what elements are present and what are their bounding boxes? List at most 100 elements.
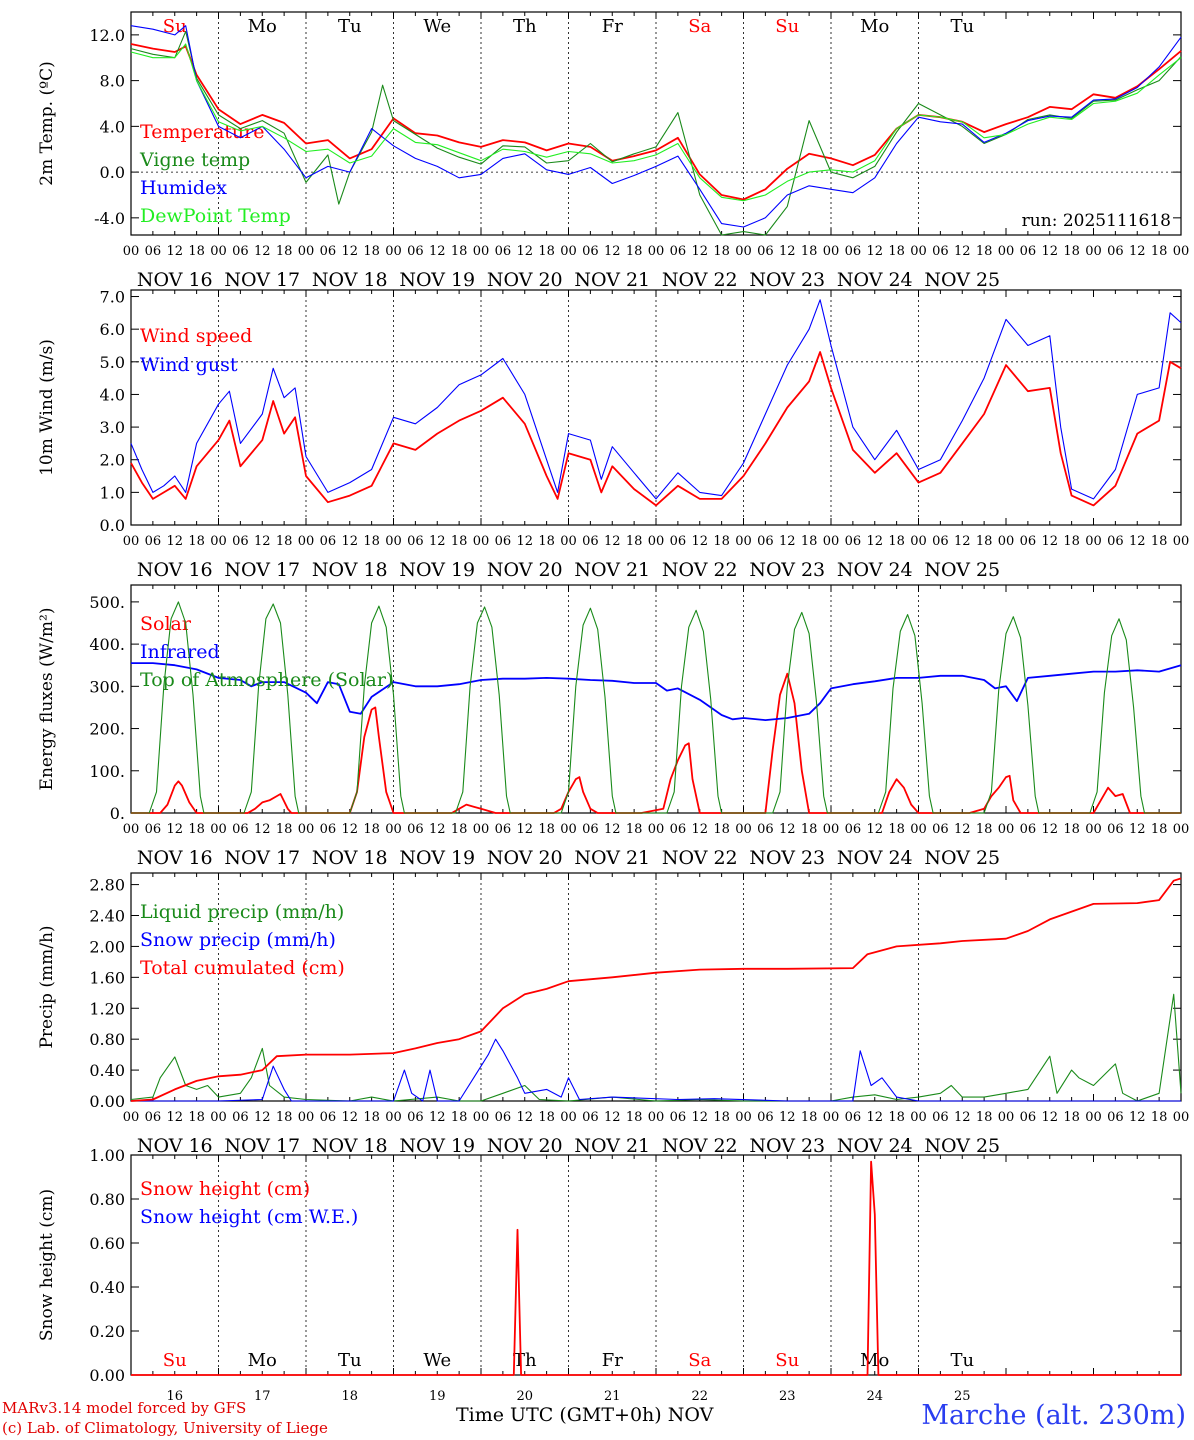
hour-label: 06 xyxy=(757,822,774,837)
date-label: NOV 18 xyxy=(312,269,388,291)
hour-label: 12 xyxy=(1129,534,1146,549)
hour-label: 06 xyxy=(495,244,512,259)
hour-label: 06 xyxy=(495,1110,512,1125)
y-tick-label: 7.0 xyxy=(100,288,125,307)
hour-label: 18 xyxy=(276,534,293,549)
hour-label: 06 xyxy=(495,534,512,549)
hour-label: 12 xyxy=(166,1110,183,1125)
hour-label: 06 xyxy=(495,822,512,837)
y-tick-label: 2.00 xyxy=(89,937,125,956)
hour-label: 18 xyxy=(801,244,818,259)
y-tick-label: 0.80 xyxy=(89,1190,125,1209)
hour-label: 18 xyxy=(276,1110,293,1125)
weekday-label: Mo xyxy=(860,16,889,37)
hour-label: 12 xyxy=(429,534,446,549)
y-tick-label: 5.0 xyxy=(100,353,125,372)
weekday-label: Mo xyxy=(860,1350,889,1371)
hour-label: 06 xyxy=(757,244,774,259)
hour-label: 12 xyxy=(866,244,883,259)
hour-label: 00 xyxy=(910,822,927,837)
legend-entry: Total cumulated (cm) xyxy=(140,957,345,979)
panel-3: 0. 100. 200. 300. 400. 500. Energy fluxes (W/m… xyxy=(37,584,1189,869)
hour-label: 00 xyxy=(1085,822,1102,837)
y-tick-label: 0.20 xyxy=(89,1322,125,1341)
date-label: NOV 22 xyxy=(662,559,738,581)
hour-label: 18 xyxy=(451,1110,468,1125)
y-tick-label: 2.40 xyxy=(89,907,125,926)
hour-label: 00 xyxy=(1085,534,1102,549)
hour-label: 06 xyxy=(1020,534,1037,549)
hour-label: 12 xyxy=(779,1110,796,1125)
hour-label: 00 xyxy=(298,534,315,549)
hour-label: 00 xyxy=(735,534,752,549)
hour-label: 06 xyxy=(582,822,599,837)
hour-label: 18 xyxy=(976,534,993,549)
hour-label: 18 xyxy=(451,534,468,549)
date-label: NOV 25 xyxy=(924,269,1000,291)
y-tick-label: 100. xyxy=(89,762,125,781)
y-axis-title: 2m Temp. (ºC) xyxy=(37,61,57,186)
hour-label: 18 xyxy=(538,534,555,549)
weekday-label: Su xyxy=(163,16,187,37)
hour-label: 00 xyxy=(823,534,840,549)
hour-label: 00 xyxy=(910,244,927,259)
hour-label: 00 xyxy=(385,1110,402,1125)
date-label: NOV 23 xyxy=(749,269,825,291)
y-tick-label: 0.80 xyxy=(89,1030,125,1049)
weekday-label: Mo xyxy=(248,1350,277,1371)
hour-label: 12 xyxy=(866,822,883,837)
lab-credit: (c) Lab. of Climatology, University of L… xyxy=(2,1419,328,1437)
hour-label: 00 xyxy=(473,822,490,837)
date-label: NOV 18 xyxy=(312,847,388,869)
date-label: NOV 21 xyxy=(574,269,650,291)
date-label: NOV 19 xyxy=(399,1135,475,1157)
hour-label: 12 xyxy=(604,244,621,259)
date-label: NOV 20 xyxy=(487,269,563,291)
weekday-label: We xyxy=(423,1350,451,1371)
y-tick-label: 3.0 xyxy=(100,418,125,437)
hour-label: 18 xyxy=(801,1110,818,1125)
hour-label: 00 xyxy=(298,244,315,259)
date-label: NOV 16 xyxy=(137,559,213,581)
station-label: Marche (alt. 230m) xyxy=(921,1400,1186,1431)
legend-entry: Temperature xyxy=(140,121,264,143)
weekday-label: We xyxy=(423,16,451,37)
y-tick-label: 300. xyxy=(89,677,125,696)
hour-label: 12 xyxy=(254,534,271,549)
date-label: NOV 16 xyxy=(137,847,213,869)
hour-label: 12 xyxy=(429,244,446,259)
y-tick-label: 1.0 xyxy=(100,483,125,502)
hour-label: 18 xyxy=(538,822,555,837)
hour-label: 12 xyxy=(254,244,271,259)
y-tick-label: 0. xyxy=(110,804,125,823)
y-tick-label: 0.00 xyxy=(89,1092,125,1111)
hour-label: 12 xyxy=(516,244,533,259)
hour-label: 18 xyxy=(713,534,730,549)
series-line-blue xyxy=(131,1038,1181,1102)
hour-label: 12 xyxy=(341,244,358,259)
hour-label: 12 xyxy=(1041,244,1058,259)
hour-label: 00 xyxy=(385,822,402,837)
hour-label: 06 xyxy=(670,822,687,837)
hour-label: 00 xyxy=(998,1110,1015,1125)
y-tick-label: 12.0 xyxy=(89,26,125,45)
date-label: NOV 18 xyxy=(312,559,388,581)
hour-label: 06 xyxy=(320,822,337,837)
hour-label: 06 xyxy=(145,244,162,259)
y-axis-title: Energy fluxes (W/m²) xyxy=(37,608,57,791)
date-label: NOV 24 xyxy=(837,847,913,869)
hour-label: 18 xyxy=(1063,1110,1080,1125)
hour-label: 06 xyxy=(407,1110,424,1125)
hour-label: 06 xyxy=(320,534,337,549)
hour-label: 12 xyxy=(341,822,358,837)
hour-label: 18 xyxy=(188,1110,205,1125)
hour-label: 12 xyxy=(254,1110,271,1125)
hour-label: 00 xyxy=(560,822,577,837)
hour-label: 06 xyxy=(932,534,949,549)
y-axis-title: Precip (mm/h) xyxy=(37,925,57,1048)
hour-label: 00 xyxy=(298,822,315,837)
hour-label: 00 xyxy=(210,244,227,259)
panel-5: 0.00 0.20 0.40 0.60 0.80 1.00 Snow height (cm)… xyxy=(37,1146,1182,1404)
series-line-green xyxy=(131,601,1181,814)
date-label: NOV 24 xyxy=(837,559,913,581)
